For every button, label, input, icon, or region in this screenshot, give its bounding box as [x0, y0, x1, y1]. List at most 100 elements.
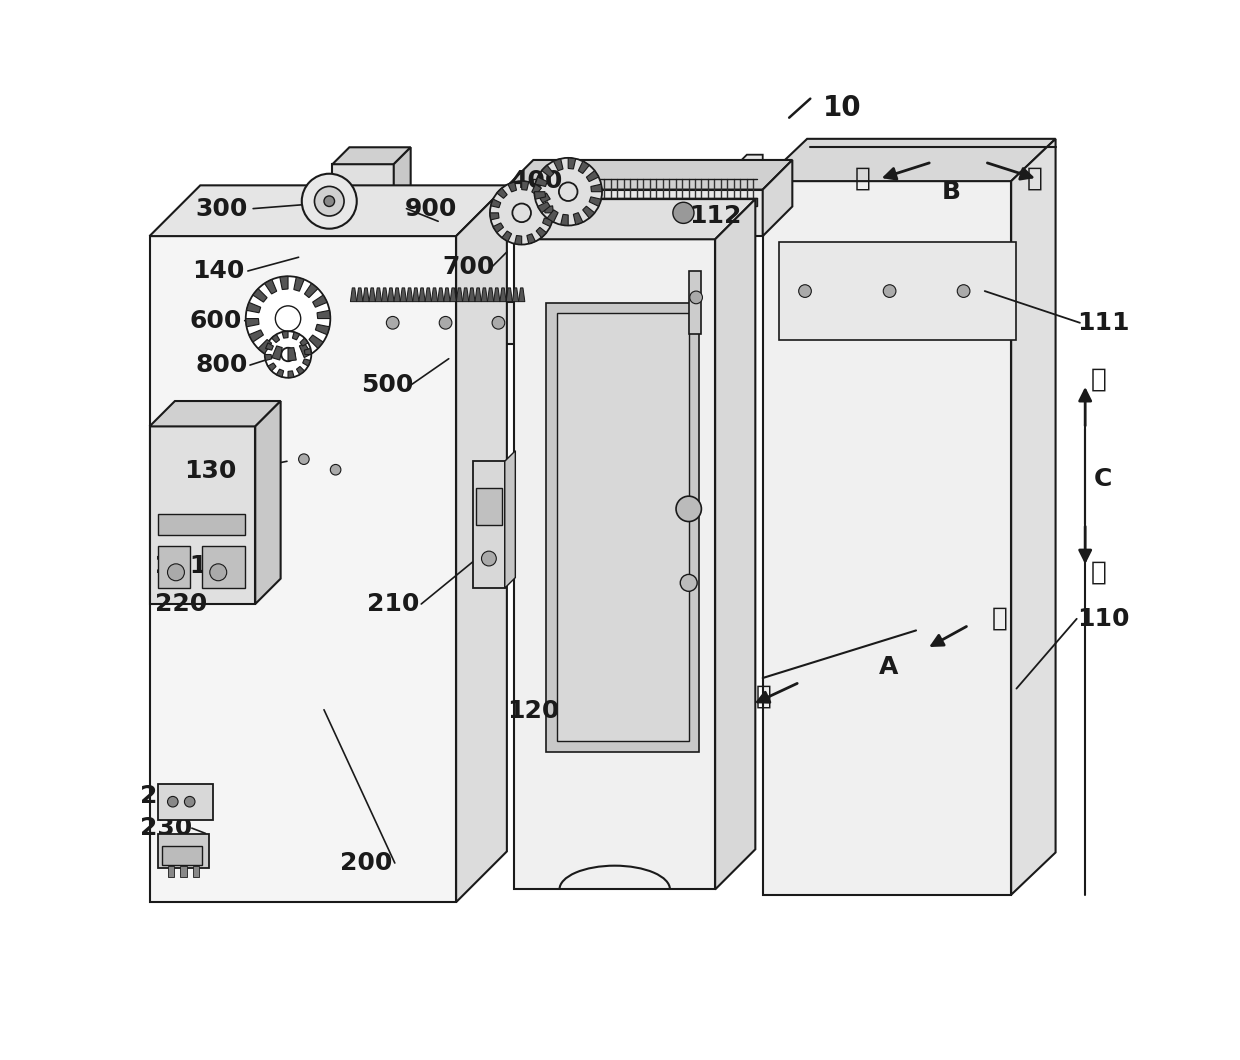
- Polygon shape: [589, 197, 601, 207]
- Polygon shape: [553, 159, 563, 171]
- Text: 200: 200: [340, 851, 393, 874]
- Circle shape: [275, 306, 301, 331]
- Polygon shape: [272, 346, 283, 360]
- Polygon shape: [351, 288, 357, 302]
- Polygon shape: [500, 288, 506, 302]
- Polygon shape: [527, 234, 536, 244]
- Polygon shape: [491, 199, 501, 208]
- Circle shape: [281, 348, 295, 361]
- Polygon shape: [456, 288, 463, 302]
- Polygon shape: [763, 181, 1011, 895]
- Circle shape: [324, 196, 335, 207]
- Polygon shape: [591, 184, 603, 192]
- Polygon shape: [150, 426, 255, 604]
- Polygon shape: [456, 186, 507, 902]
- Text: 111: 111: [1076, 311, 1130, 335]
- Text: 110: 110: [1076, 606, 1130, 631]
- Polygon shape: [288, 371, 294, 377]
- Text: 上: 上: [1090, 367, 1106, 393]
- Polygon shape: [357, 288, 363, 302]
- Text: 210: 210: [367, 591, 419, 616]
- Circle shape: [167, 796, 179, 807]
- Polygon shape: [494, 288, 500, 302]
- Circle shape: [301, 174, 357, 229]
- Bar: [301, 194, 314, 209]
- Polygon shape: [363, 288, 370, 302]
- Bar: [193, 866, 200, 877]
- Circle shape: [277, 306, 300, 331]
- Polygon shape: [469, 288, 475, 302]
- Text: 左: 左: [992, 606, 1008, 632]
- Polygon shape: [300, 228, 340, 236]
- Circle shape: [246, 277, 330, 360]
- Text: 140: 140: [192, 259, 244, 283]
- Circle shape: [552, 202, 573, 224]
- Polygon shape: [294, 277, 304, 292]
- Text: 下: 下: [1090, 560, 1106, 585]
- Text: 221: 221: [155, 554, 207, 578]
- Polygon shape: [497, 188, 507, 198]
- Polygon shape: [508, 182, 517, 192]
- Circle shape: [315, 187, 343, 216]
- Polygon shape: [1011, 139, 1055, 895]
- Circle shape: [330, 464, 341, 475]
- Polygon shape: [505, 450, 516, 588]
- Text: 右: 右: [755, 684, 771, 710]
- Text: 220: 220: [155, 591, 207, 616]
- Polygon shape: [522, 181, 528, 190]
- Text: B: B: [941, 180, 961, 204]
- Bar: [180, 866, 186, 877]
- Bar: [157, 783, 213, 819]
- Text: 后: 后: [1027, 166, 1043, 192]
- Polygon shape: [315, 324, 330, 335]
- Polygon shape: [281, 331, 288, 338]
- Polygon shape: [264, 280, 277, 294]
- Polygon shape: [538, 201, 551, 213]
- Bar: [476, 488, 502, 525]
- Polygon shape: [587, 171, 599, 181]
- Text: 120: 120: [507, 699, 559, 723]
- Text: 10: 10: [823, 94, 862, 122]
- Polygon shape: [539, 193, 551, 202]
- Polygon shape: [733, 155, 763, 192]
- Polygon shape: [413, 288, 419, 302]
- Polygon shape: [425, 288, 432, 302]
- Polygon shape: [506, 288, 512, 302]
- Polygon shape: [481, 288, 487, 302]
- Polygon shape: [401, 288, 407, 302]
- Polygon shape: [150, 236, 456, 902]
- Circle shape: [799, 285, 811, 298]
- Circle shape: [673, 202, 694, 224]
- Text: 700: 700: [443, 254, 495, 279]
- Polygon shape: [258, 339, 272, 354]
- Polygon shape: [280, 277, 288, 289]
- Polygon shape: [255, 401, 280, 604]
- Polygon shape: [317, 311, 330, 319]
- Circle shape: [883, 285, 897, 298]
- Polygon shape: [265, 342, 273, 350]
- Polygon shape: [490, 213, 498, 219]
- Polygon shape: [494, 223, 503, 232]
- Polygon shape: [438, 288, 444, 302]
- Polygon shape: [475, 288, 481, 302]
- Polygon shape: [583, 207, 595, 218]
- Circle shape: [689, 292, 703, 304]
- Bar: [331, 242, 351, 258]
- Polygon shape: [512, 288, 518, 302]
- Polygon shape: [763, 139, 1055, 181]
- Polygon shape: [560, 214, 568, 226]
- Bar: [557, 314, 688, 741]
- Circle shape: [957, 285, 970, 298]
- Polygon shape: [388, 288, 394, 302]
- Circle shape: [167, 564, 185, 581]
- Bar: [533, 198, 758, 207]
- Circle shape: [492, 317, 505, 329]
- Bar: [167, 866, 174, 877]
- Bar: [157, 834, 208, 868]
- Polygon shape: [394, 147, 410, 217]
- Polygon shape: [544, 206, 553, 213]
- Polygon shape: [407, 288, 413, 302]
- Polygon shape: [382, 288, 388, 302]
- Text: 900: 900: [404, 196, 456, 220]
- Polygon shape: [296, 367, 305, 374]
